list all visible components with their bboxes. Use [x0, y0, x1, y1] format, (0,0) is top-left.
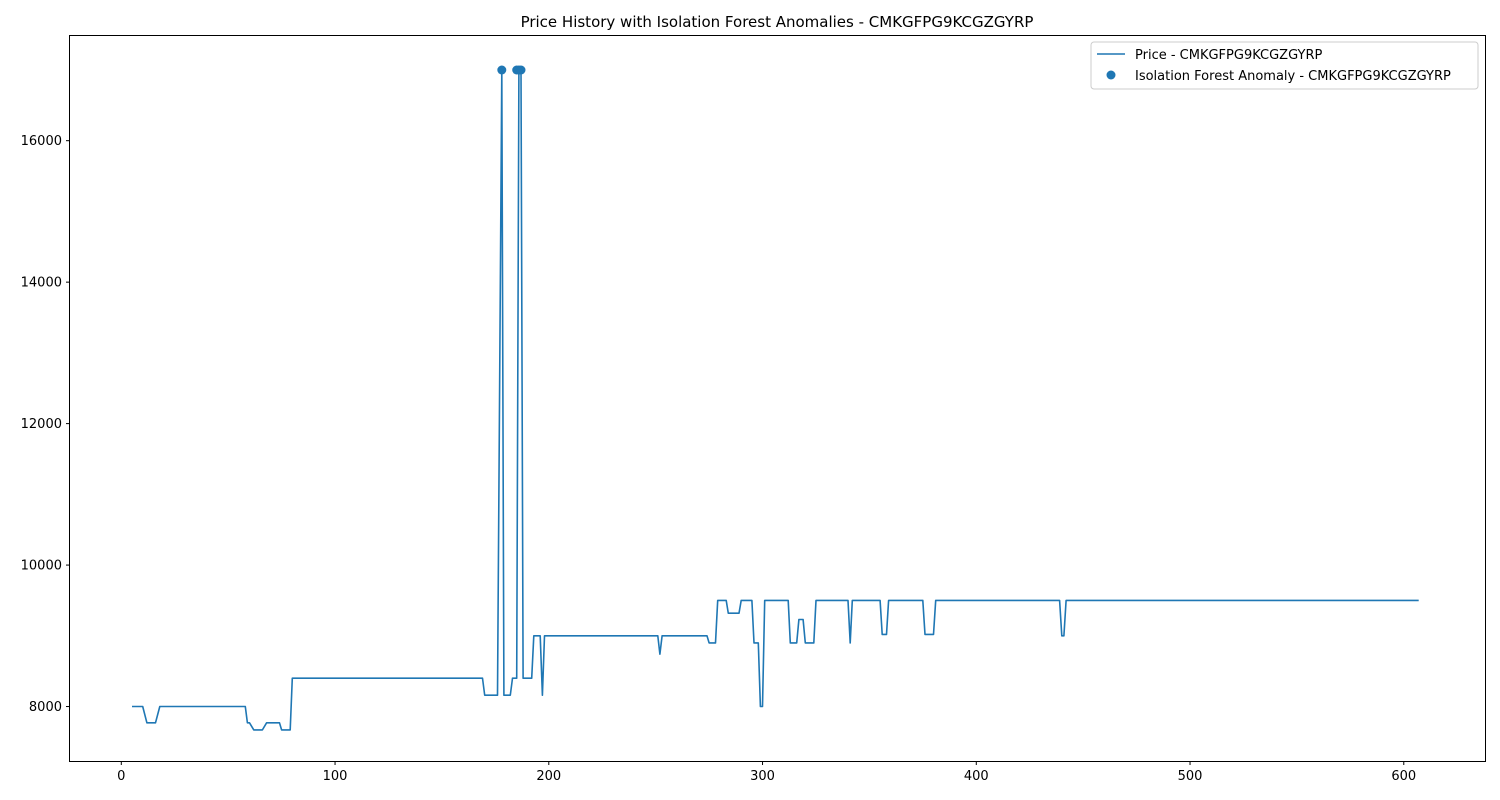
chart-legend: Price - CMKGFPG9KCGZGYRP Isolation Fores…	[1090, 41, 1479, 90]
plot-frame	[69, 35, 1486, 762]
price-series-line	[132, 69, 1419, 731]
legend-marker-swatch	[1106, 70, 1116, 80]
x-tick-label: 500	[1178, 769, 1203, 784]
x-tick-label: 400	[964, 769, 989, 784]
x-tick-label: 200	[536, 769, 561, 784]
y-tick-label: 12000	[21, 417, 62, 432]
x-tick-label: 0	[117, 769, 125, 784]
y-axis: 8000 10000 12000 14000 16000	[21, 134, 70, 715]
legend-entry-anomaly: Isolation Forest Anomaly - CMKGFPG9KCGZG…	[1135, 69, 1451, 84]
legend-box	[1090, 41, 1479, 90]
x-axis: 0 100 200 300 400 500 600	[117, 761, 1416, 784]
y-tick-label: 10000	[21, 559, 62, 574]
x-tick-label: 300	[750, 769, 775, 784]
legend-entry-price: Price - CMKGFPG9KCGZGYRP	[1135, 48, 1322, 63]
chart-title: Price History with Isolation Forest Anom…	[521, 13, 1034, 31]
plot-area	[132, 65, 1419, 731]
anomaly-point-1	[497, 65, 507, 75]
y-tick-label: 16000	[21, 134, 62, 149]
x-tick-label: 100	[323, 769, 348, 784]
y-tick-label: 8000	[29, 700, 62, 715]
anomaly-point-4	[516, 65, 526, 75]
x-tick-label: 600	[1391, 769, 1416, 784]
y-tick-label: 14000	[21, 276, 62, 291]
